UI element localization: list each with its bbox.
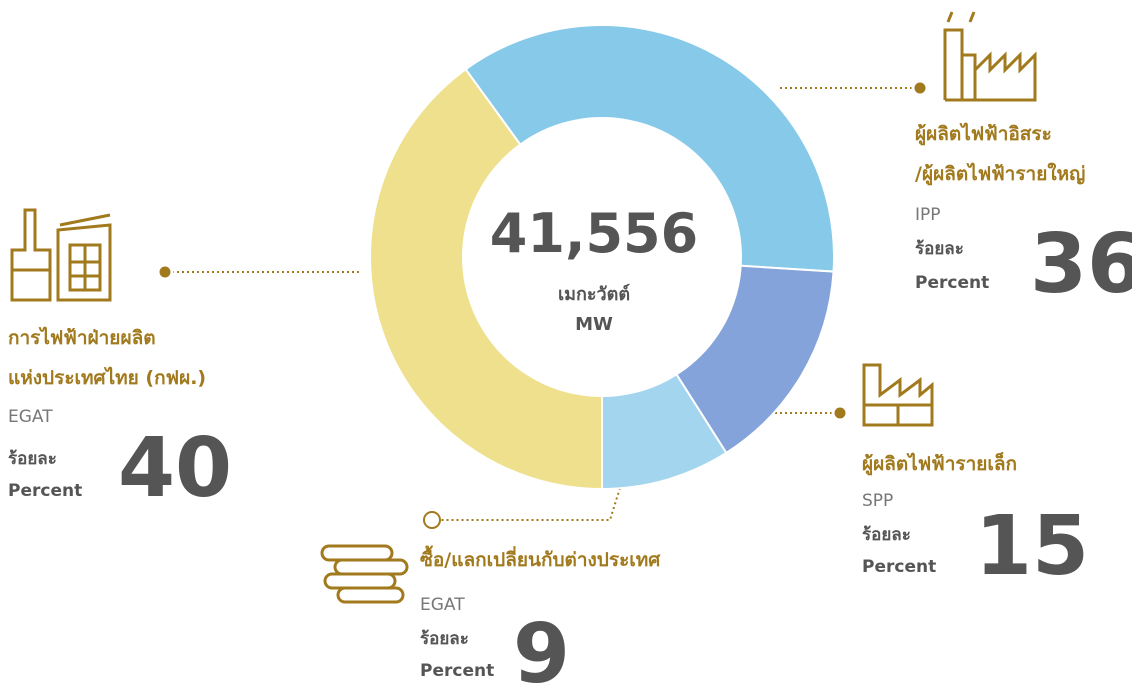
value-label: 36 [1030, 217, 1132, 312]
factory-icon [943, 11, 1037, 102]
category-label: /ผู้ผลิตไฟฟ้ารายใหญ่ [915, 162, 1085, 186]
category-label: การไฟฟ้าฝ่ายผลิต [8, 326, 156, 349]
code-label: EGAT [420, 595, 465, 615]
donut-hole [462, 117, 742, 397]
category-label: ผู้ผลิตไฟฟ้าอิสระ [915, 122, 1052, 146]
percent-label: Percent [420, 661, 494, 681]
percent-label-th: ร้อยละ [915, 239, 964, 259]
value-label: 15 [975, 499, 1089, 594]
percent-label: Percent [862, 557, 936, 577]
unit-th: เมกะวัตต์ [558, 283, 630, 305]
factory-icon [862, 363, 934, 427]
coins-icon [320, 544, 409, 604]
code-label: IPP [915, 205, 941, 225]
total: 41,556 [490, 202, 698, 265]
value-label: 40 [118, 421, 232, 516]
connectors [156, 79, 929, 529]
category-label: ซื้อ/แลกเปลี่ยนกับต่างประเทศ [420, 545, 661, 571]
icons [10, 11, 1037, 604]
percent-label-th: ร้อยละ [862, 525, 911, 545]
percent-label: Percent [915, 273, 989, 293]
code-label: EGAT [8, 407, 53, 427]
category-label: ผู้ผลิตไฟฟ้ารายเล็ก [862, 451, 1017, 476]
percent-label: Percent [8, 481, 82, 501]
code-label: SPP [862, 491, 893, 511]
value-label: 9 [513, 607, 570, 686]
percent-label-th: ร้อยละ [8, 449, 57, 469]
unit: MW [575, 314, 613, 335]
power-plant-icon [10, 208, 112, 302]
category-label: แห่งประเทศไทย (กฟผ.) [8, 366, 206, 389]
percent-label-th: ร้อยละ [420, 629, 469, 649]
